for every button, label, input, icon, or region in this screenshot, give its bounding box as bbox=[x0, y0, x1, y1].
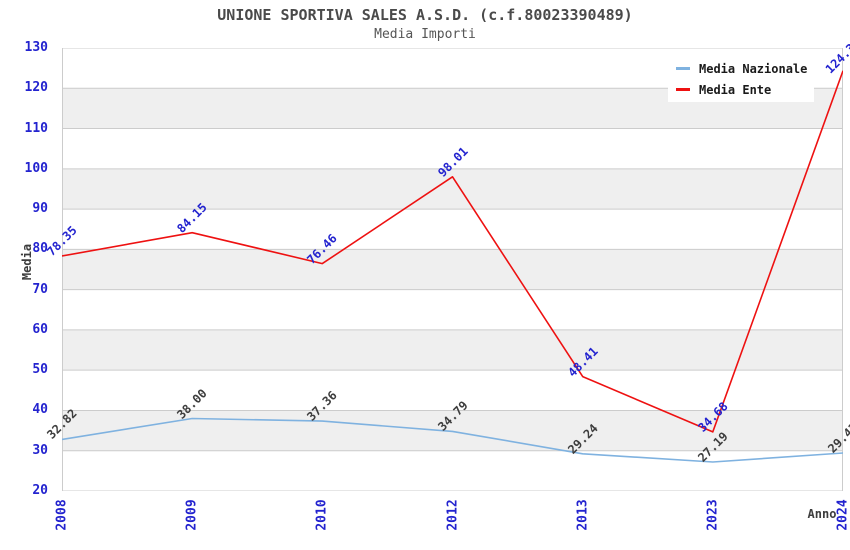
chart-title: UNIONE SPORTIVA SALES A.S.D. (c.f.800233… bbox=[217, 6, 633, 24]
x-tick-label: 2024 bbox=[835, 499, 850, 531]
y-tick-label: 110 bbox=[24, 120, 48, 136]
y-tick-label: 60 bbox=[32, 321, 48, 337]
series-line-media-nazionale bbox=[62, 417, 843, 463]
x-tick-label: 2023 bbox=[705, 499, 721, 531]
y-tick-label: 50 bbox=[32, 362, 48, 378]
plot-area bbox=[62, 48, 843, 491]
y-tick-label: 80 bbox=[32, 241, 48, 257]
x-tick-label: 2013 bbox=[575, 499, 591, 531]
plot-band bbox=[62, 168, 843, 210]
legend-label: Media Ente bbox=[699, 82, 772, 97]
legend-item-media-nazionale: Media Nazionale bbox=[676, 60, 814, 78]
y-tick-label: 40 bbox=[32, 402, 48, 418]
legend-label: Media Nazionale bbox=[699, 61, 808, 76]
legend-swatch-icon bbox=[676, 67, 690, 70]
y-tick-label: 100 bbox=[24, 160, 48, 176]
series-line-media-ente bbox=[62, 70, 843, 433]
legend: Media Nazionale Media Ente bbox=[668, 56, 814, 102]
x-tick-label: 2008 bbox=[54, 499, 70, 531]
y-tick-label: 20 bbox=[32, 483, 48, 498]
x-axis-title: Anno bbox=[807, 507, 837, 521]
legend-swatch-icon bbox=[676, 88, 690, 91]
legend-item-media-ente: Media Ente bbox=[676, 81, 814, 99]
plot-band bbox=[62, 329, 843, 371]
y-tick-label: 70 bbox=[32, 281, 48, 297]
x-tick-label: 2012 bbox=[445, 499, 460, 531]
y-tick-label: 130 bbox=[24, 40, 48, 55]
x-tick-label: 2009 bbox=[184, 499, 200, 531]
chart-subtitle: Media Importi bbox=[374, 27, 476, 42]
y-tick-label: 30 bbox=[32, 442, 48, 458]
y-tick-label: 120 bbox=[24, 80, 48, 96]
y-tick-label: 90 bbox=[32, 201, 48, 217]
plot-band bbox=[62, 249, 843, 290]
x-tick-label: 2010 bbox=[314, 499, 330, 531]
